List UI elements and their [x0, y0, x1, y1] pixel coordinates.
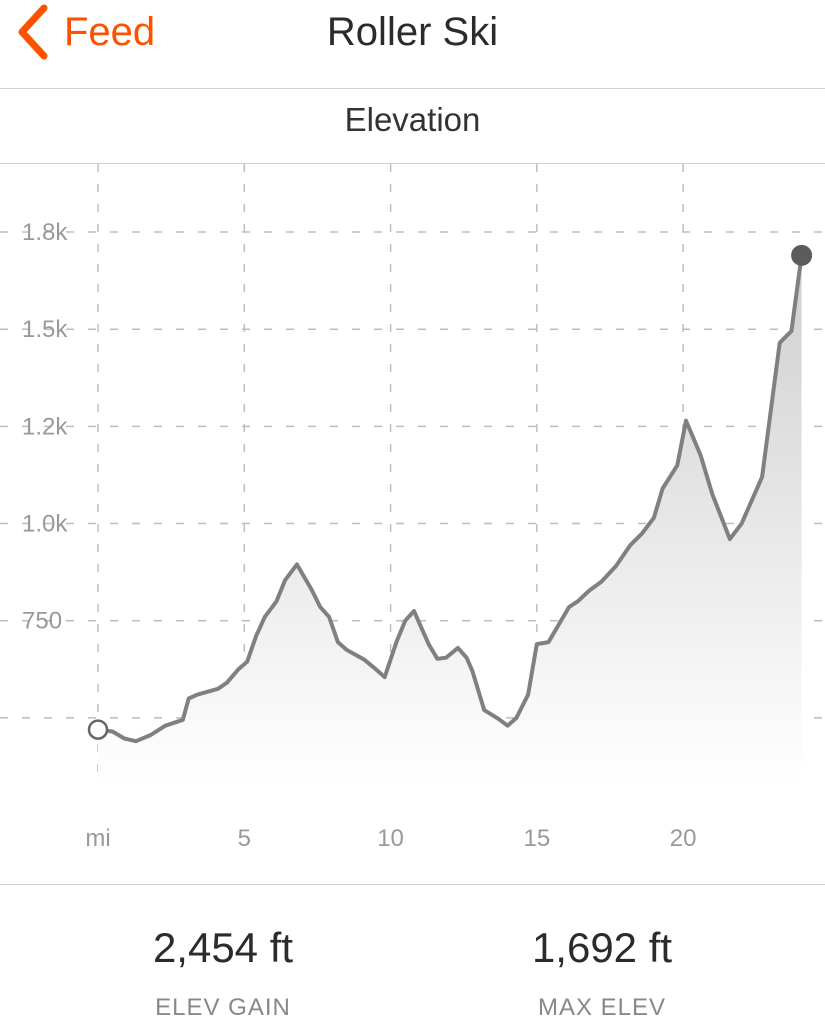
- max-elev-stat: 1,692 ft MAX ELEV: [452, 920, 752, 1022]
- elevation-area: [98, 255, 802, 785]
- page-title: Roller Ski: [326, 10, 499, 54]
- x-axis-label: mi: [85, 825, 110, 852]
- elevation-line: [96, 253, 804, 744]
- start-marker: [87, 719, 109, 740]
- elev-gain-stat: 2,454 ft ELEV GAIN: [73, 920, 373, 1022]
- x-tick-label: 5: [238, 825, 251, 852]
- elev-gain-label: ELEV GAIN: [155, 994, 291, 1021]
- max-elev-value: 1,692 ft: [531, 924, 673, 971]
- y-tick-label: 1.5k: [22, 316, 68, 343]
- elev-gain-value: 2,454 ft: [152, 924, 294, 971]
- x-tick-label: 10: [377, 825, 404, 852]
- chevron-left-icon: [18, 4, 48, 60]
- chart-divider: [0, 884, 825, 885]
- section-header: Elevation: [0, 89, 825, 164]
- elevation-chart: 750 1.0k 1.2k 1.5k 1.8k 5 10 15 20 mi: [0, 164, 825, 852]
- x-tick-label: 15: [523, 825, 550, 852]
- y-tick-label: 1.0k: [22, 511, 68, 538]
- end-marker: [791, 244, 813, 266]
- y-tick-label: 1.2k: [22, 413, 68, 440]
- back-button[interactable]: Feed: [14, 0, 155, 64]
- y-tick-label: 1.8k: [22, 219, 68, 246]
- y-tick-label: 750: [22, 608, 62, 635]
- section-title: Elevation: [344, 101, 481, 138]
- x-tick-label: 20: [670, 825, 697, 852]
- max-elev-label: MAX ELEV: [537, 994, 667, 1021]
- navigation-bar: Feed Roller Ski: [0, 0, 825, 89]
- back-button-label: Feed: [64, 10, 156, 54]
